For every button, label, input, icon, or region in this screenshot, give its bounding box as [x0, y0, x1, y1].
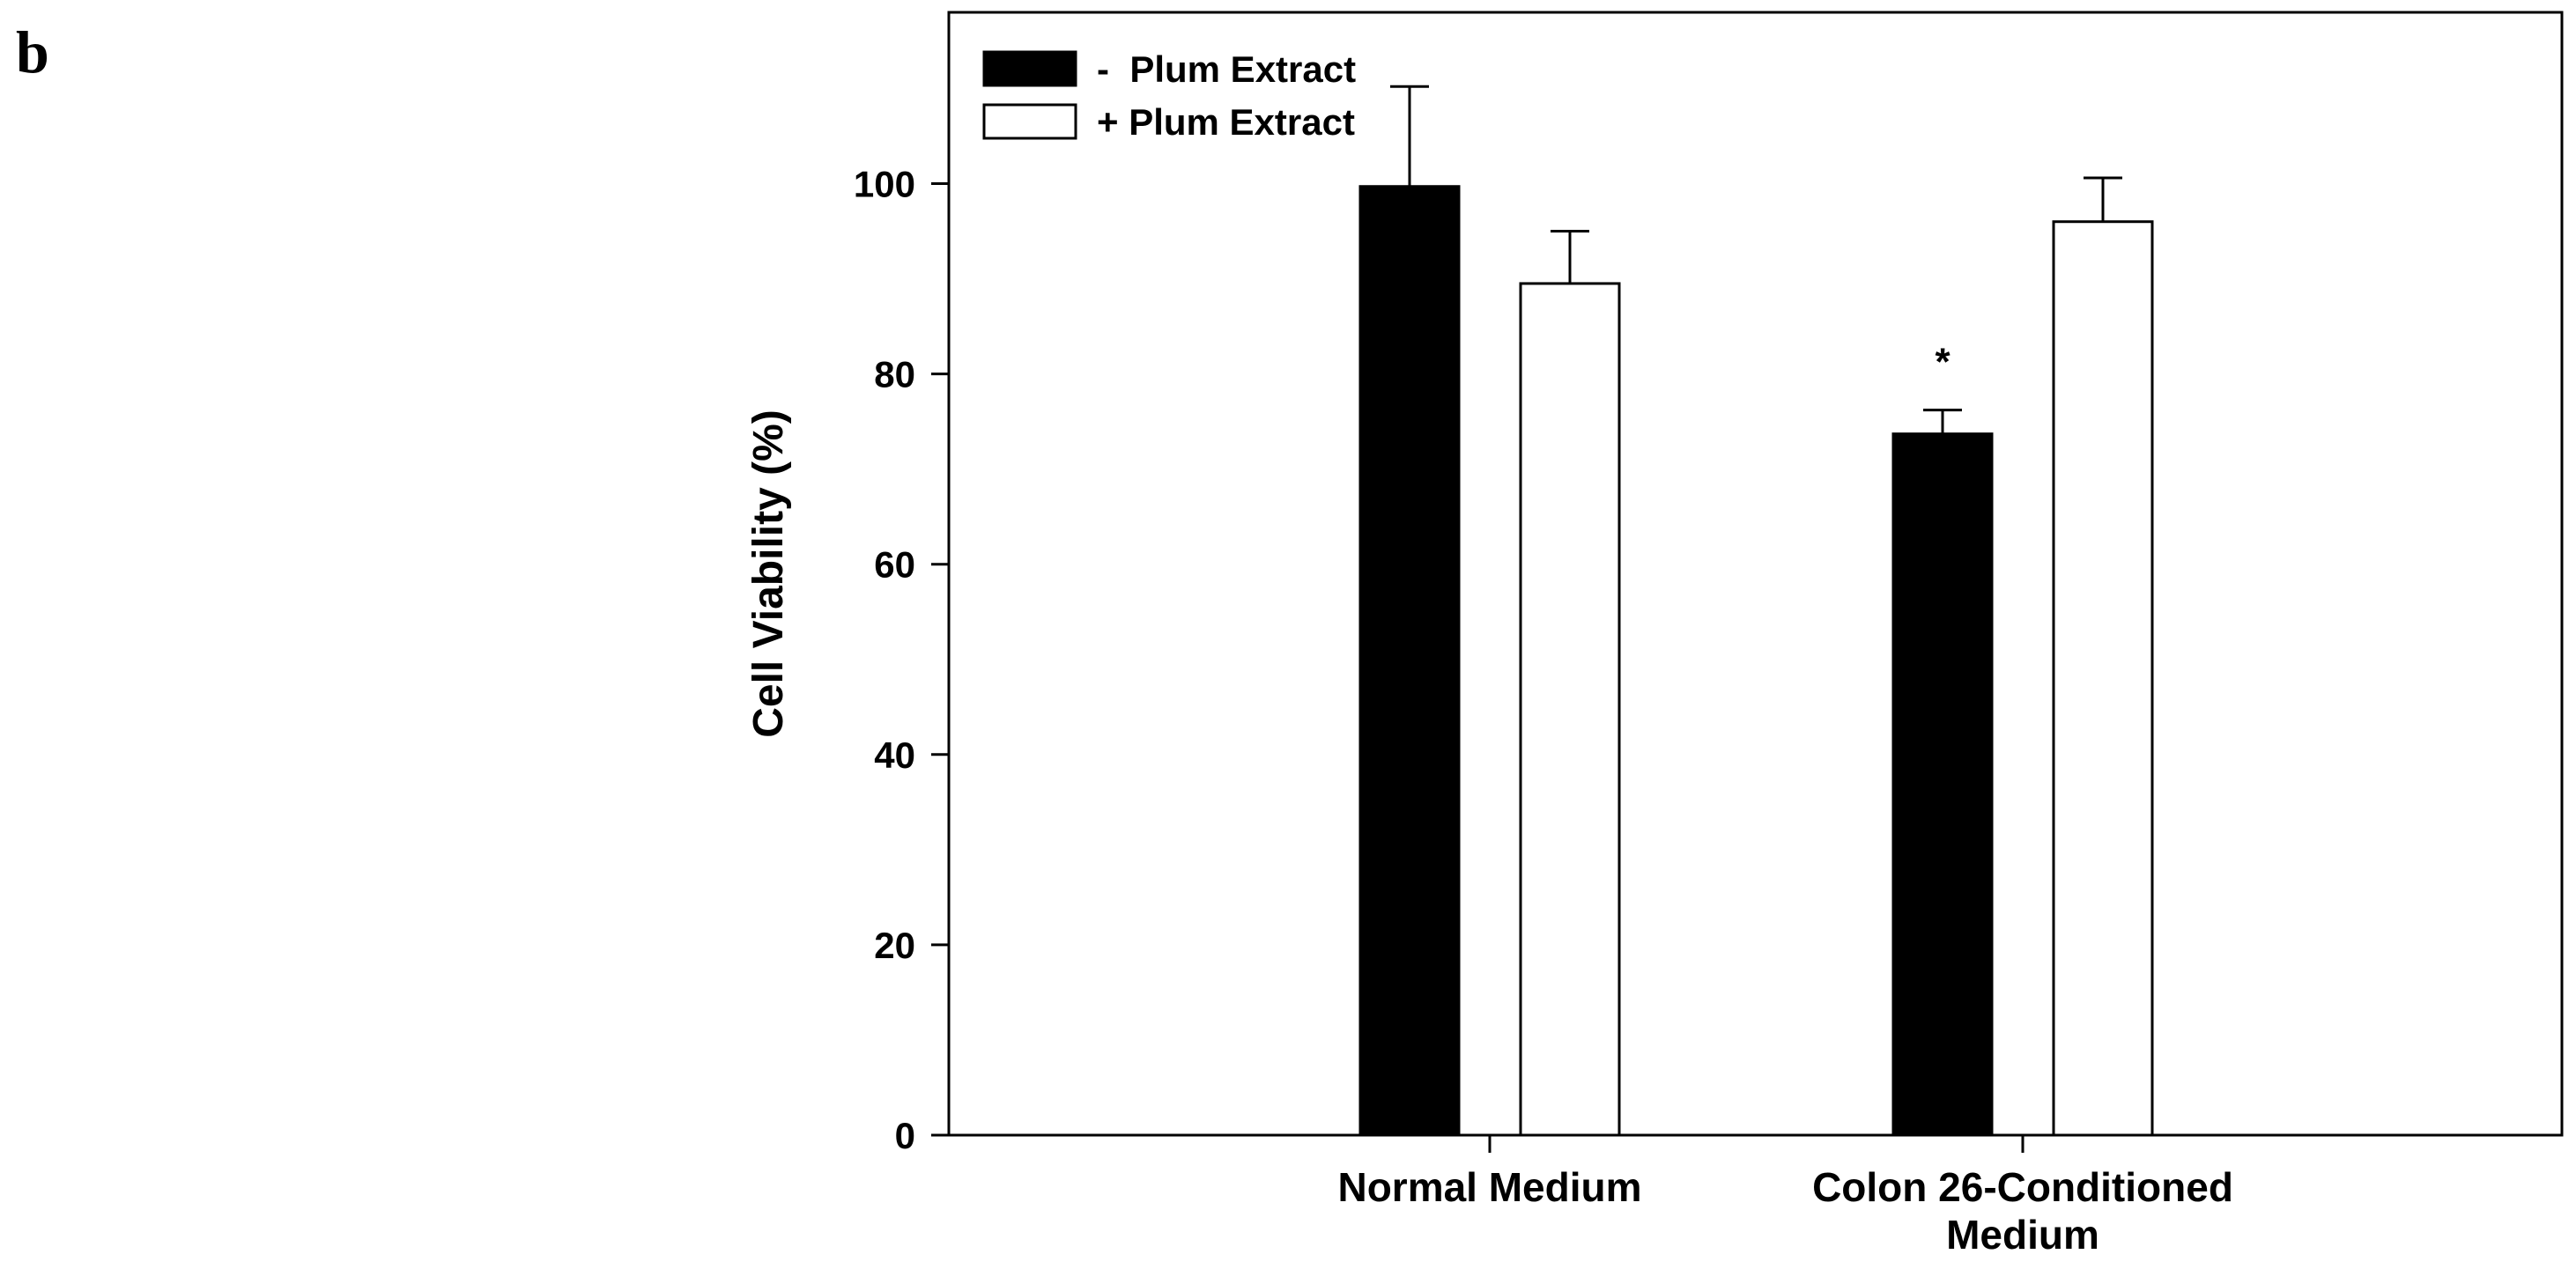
x-category-label-line: Normal Medium — [1337, 1164, 1641, 1210]
y-axis: 0 20 40 60 80 100 — [854, 163, 949, 1156]
bar — [1358, 185, 1461, 1137]
error-bars — [1390, 85, 2122, 434]
significance-marker: * — [1935, 341, 1951, 384]
legend-swatch — [982, 50, 1077, 87]
x-category-label: Normal Medium — [1337, 1164, 1641, 1210]
legend-swatch — [982, 103, 1077, 140]
bars — [1358, 185, 2154, 1137]
y-tick-label: 80 — [874, 354, 915, 395]
annotations: * — [1935, 341, 1951, 384]
legend-label: - Plum Extract — [1097, 48, 1356, 90]
y-axis-title: Cell Viability (%) — [745, 409, 792, 738]
bar — [1891, 432, 1994, 1137]
y-tick-label: 20 — [874, 925, 915, 966]
legend: - Plum Extract + Plum Extract — [982, 48, 1356, 143]
y-tick-label: 0 — [895, 1115, 915, 1156]
x-category-label-line: Medium — [1946, 1212, 2099, 1258]
bar — [1519, 282, 1621, 1137]
plot-area-frame — [947, 11, 2564, 1137]
legend-label: + Plum Extract — [1097, 101, 1355, 143]
bar — [2052, 220, 2154, 1137]
x-category-label: Colon 26-Conditioned Medium — [1812, 1164, 2233, 1258]
x-category-label-line: Colon 26-Conditioned — [1812, 1164, 2233, 1210]
y-tick-label: 40 — [874, 734, 915, 776]
y-tick-label: 60 — [874, 544, 915, 586]
x-axis: Normal Medium Colon 26-Conditioned Medium — [1337, 1135, 2233, 1258]
panel-label: b — [16, 18, 49, 85]
y-tick-label: 100 — [854, 163, 915, 204]
